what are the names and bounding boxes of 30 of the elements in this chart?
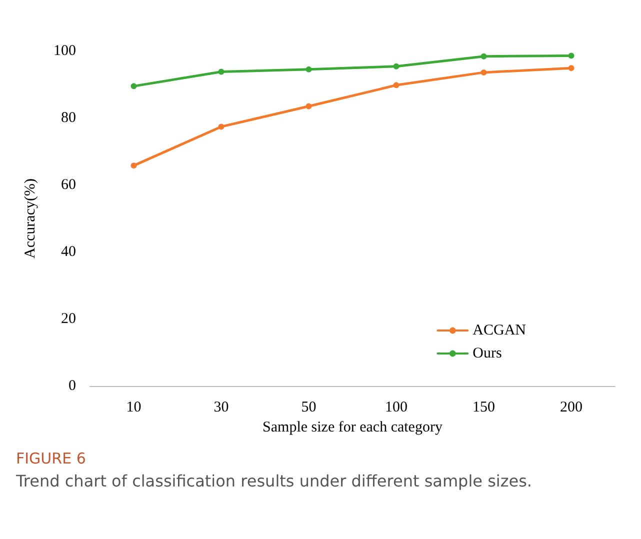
y-tick-label: 0	[68, 378, 76, 394]
y-tick-label: 80	[61, 110, 76, 126]
legend-label: ACGAN	[472, 322, 526, 338]
y-tick-label: 20	[61, 311, 76, 327]
legend-label: Ours	[472, 346, 502, 362]
point	[218, 68, 224, 75]
point	[568, 65, 574, 72]
x-tick-label: 10	[126, 400, 142, 416]
y-tick-label: 100	[54, 43, 76, 59]
x-tick-label: 100	[385, 400, 408, 416]
point	[218, 124, 224, 130]
point	[480, 69, 487, 76]
point	[568, 52, 574, 59]
point	[306, 103, 312, 110]
point	[393, 63, 400, 70]
x-tick-label: 150	[472, 400, 495, 416]
point	[480, 53, 487, 60]
caption: FIGURE 6	[16, 450, 86, 468]
point	[393, 82, 400, 88]
x-axis-title: Sample size for each category	[262, 419, 443, 436]
x-tick-label: 30	[214, 400, 229, 416]
text: Trend chart of classification results under different sample sizes.	[15, 472, 532, 490]
y-tick-label: 60	[61, 177, 76, 193]
x-tick-label: 200	[560, 400, 582, 416]
point	[130, 162, 137, 169]
y-tick-label: 40	[61, 244, 76, 260]
y-axis-title: Accuracy(%)	[22, 178, 38, 258]
x-tick-label: 50	[301, 400, 316, 416]
point	[130, 83, 137, 90]
point	[306, 66, 312, 72]
